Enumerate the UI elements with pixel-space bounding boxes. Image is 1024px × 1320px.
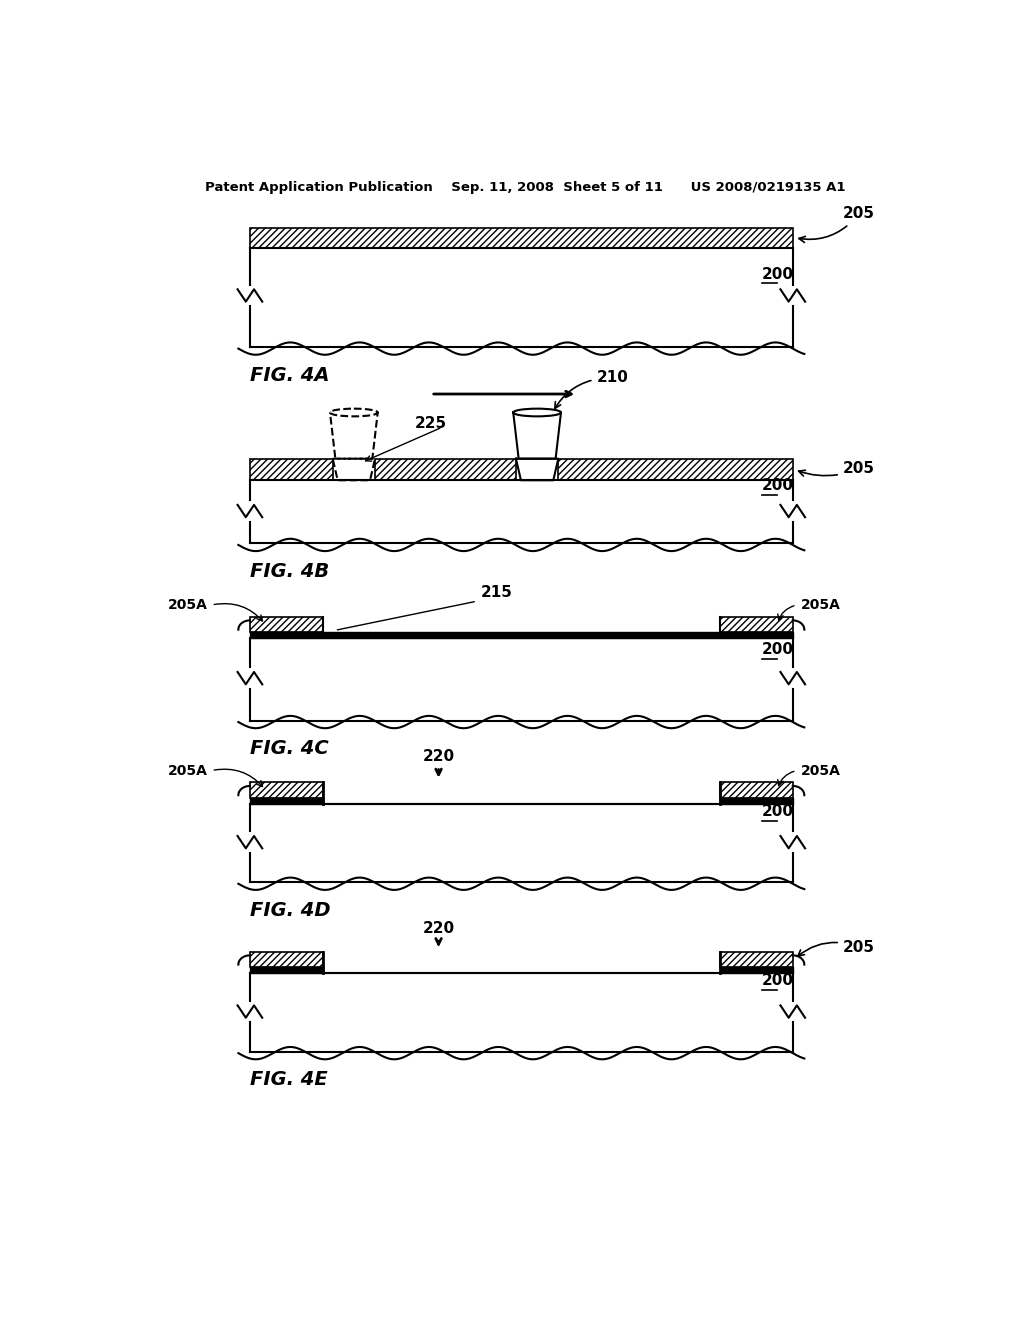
Bar <box>720 781 793 797</box>
Text: FIG. 4A: FIG. 4A <box>250 367 330 385</box>
Text: 205A: 205A <box>801 763 841 777</box>
Bar <box>720 966 793 973</box>
Text: 200: 200 <box>762 643 794 657</box>
Bar <box>250 616 323 632</box>
Bar <box>250 952 323 966</box>
Text: 200: 200 <box>762 804 794 818</box>
Bar <box>720 952 793 966</box>
Bar <box>250 966 323 973</box>
Bar <box>375 459 516 480</box>
Text: 200: 200 <box>762 478 794 494</box>
Bar <box>250 632 793 638</box>
Text: FIG. 4E: FIG. 4E <box>250 1071 328 1089</box>
Ellipse shape <box>330 409 378 416</box>
Bar <box>558 459 793 480</box>
Bar <box>250 781 323 797</box>
Text: 205: 205 <box>799 206 874 243</box>
Text: 215: 215 <box>481 585 513 599</box>
Text: 205A: 205A <box>801 598 841 612</box>
Text: 200: 200 <box>762 973 794 989</box>
Text: FIG. 4C: FIG. 4C <box>250 739 329 758</box>
Bar <box>720 616 793 632</box>
Text: 205A: 205A <box>168 763 208 777</box>
Text: 220: 220 <box>423 921 455 936</box>
Text: 225: 225 <box>415 416 446 430</box>
Text: FIG. 4D: FIG. 4D <box>250 900 331 920</box>
Text: 220: 220 <box>423 750 455 764</box>
Text: 205A: 205A <box>168 598 208 612</box>
Text: 205: 205 <box>799 461 874 477</box>
Text: Patent Application Publication    Sep. 11, 2008  Sheet 5 of 11      US 2008/0219: Patent Application Publication Sep. 11, … <box>205 181 845 194</box>
Text: FIG. 4B: FIG. 4B <box>250 562 329 581</box>
Bar <box>250 459 333 480</box>
Bar <box>250 227 793 248</box>
Bar <box>720 797 793 804</box>
Ellipse shape <box>513 409 561 416</box>
Text: 210: 210 <box>555 371 629 408</box>
Text: 205: 205 <box>798 940 874 956</box>
Bar <box>250 797 323 804</box>
Text: 200: 200 <box>762 267 794 281</box>
